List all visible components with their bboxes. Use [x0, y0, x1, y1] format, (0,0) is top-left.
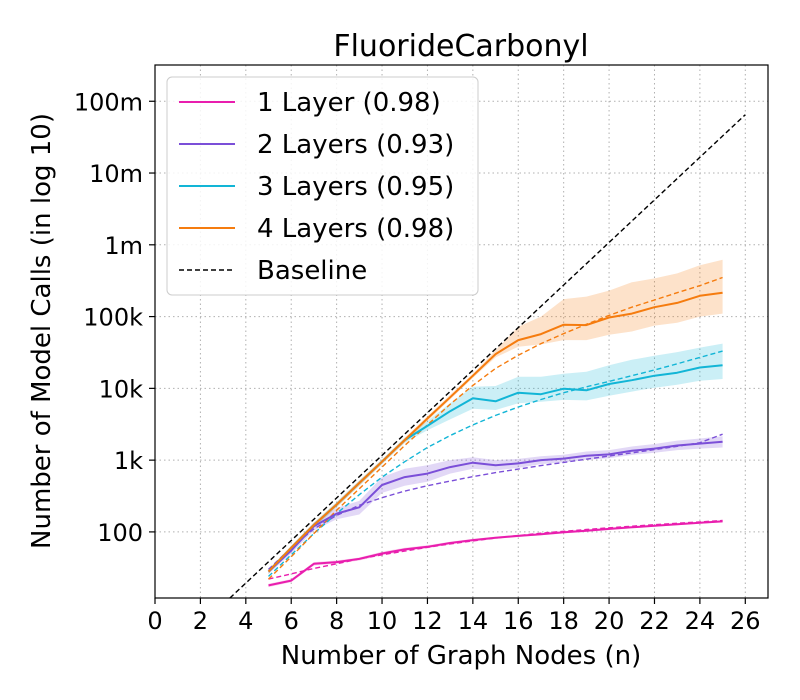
- x-tick-label: 26: [730, 607, 761, 635]
- y-tick-label: 100: [97, 519, 143, 547]
- y-axis-label: Number of Model Calls (in log 10): [27, 113, 57, 549]
- x-tick-label: 0: [147, 607, 162, 635]
- plot-area: [154, 64, 769, 599]
- x-tick-label: 10: [367, 607, 398, 635]
- legend-box: [166, 76, 479, 296]
- series-4-confidence-band: [268, 259, 723, 574]
- x-tick-label: 6: [284, 607, 299, 635]
- series-4-line: [267, 291, 723, 573]
- series-2-line: [267, 440, 723, 573]
- x-axis-ticks: 0 2 4 6 8 10 12 14 16 18 20 22 24 26: [147, 598, 761, 635]
- x-tick-label: 20: [594, 607, 625, 635]
- chart-title: FluorideCarbonyl: [333, 29, 588, 64]
- x-tick-label: 4: [238, 607, 253, 635]
- x-tick-label: 22: [639, 607, 670, 635]
- x-axis-label: Number of Graph Nodes (n): [281, 641, 641, 671]
- y-tick-label: 1m: [104, 232, 143, 260]
- x-tick-label: 16: [503, 607, 534, 635]
- series-4-fit-line: [268, 276, 723, 580]
- baseline-line: [229, 114, 746, 599]
- x-tick-label: 24: [685, 607, 716, 635]
- fit-lines: [268, 276, 723, 580]
- plot-frame: [154, 64, 769, 599]
- legend-label: Baseline: [257, 256, 367, 286]
- y-tick-label: 100m: [74, 88, 143, 116]
- y-tick-label: 10k: [99, 375, 144, 403]
- legend-label: 1 Layer (0.98): [257, 88, 441, 118]
- legend-label: 2 Layers (0.93): [257, 130, 454, 160]
- legend-label: 4 Layers (0.98): [257, 214, 454, 244]
- legend: 1 Layer (0.98) 2 Layers (0.93) 3 Layers (0…: [166, 76, 479, 296]
- series-lines: [267, 291, 723, 587]
- y-tick-label: 10m: [89, 160, 143, 188]
- baseline-layer: [229, 114, 746, 599]
- y-tick-label: 1k: [114, 447, 143, 475]
- legend-label: 3 Layers (0.95): [257, 172, 454, 202]
- series-3-fit-line: [268, 350, 723, 577]
- series-3-confidence-band: [268, 343, 723, 574]
- x-tick-label: 14: [458, 607, 489, 635]
- x-tick-label: 18: [548, 607, 579, 635]
- y-axis-ticks: 100 1k 10k 100k 1m 10m 100m: [74, 88, 155, 547]
- x-tick-label: 12: [412, 607, 443, 635]
- x-tick-label: 8: [329, 607, 344, 635]
- series-2-fit-line: [268, 433, 723, 570]
- x-tick-label: 2: [193, 607, 208, 635]
- y-tick-label: 100k: [83, 304, 143, 332]
- series-1-line: [268, 520, 723, 587]
